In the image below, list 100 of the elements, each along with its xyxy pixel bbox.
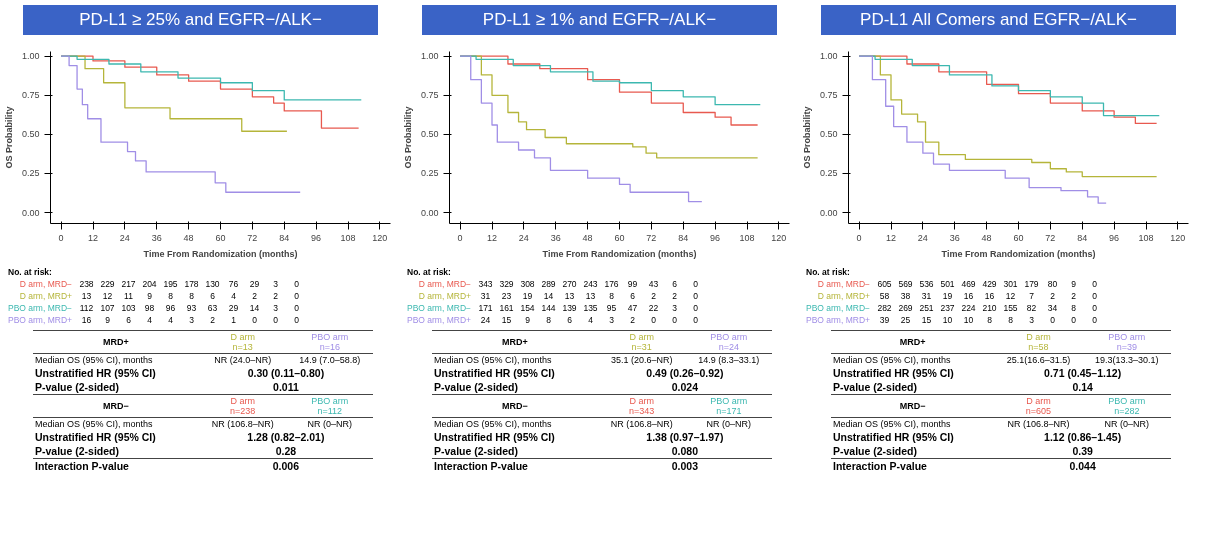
x-tick-label: 108 — [739, 232, 755, 243]
text: PBO arm n=24 — [685, 330, 772, 354]
text: 112 107 103 98 96 93 63 29 14 3 0 — [79, 303, 299, 313]
x-tick-label: 60 — [614, 232, 625, 243]
chart-title: PD-L1 ≥ 1% and EGFR−/ALK− — [422, 5, 777, 35]
x-tick-label: 12 — [87, 232, 99, 243]
text: PBO arm n=112 — [286, 394, 373, 418]
x-tick-label: 36 — [151, 232, 162, 243]
text: D arm n=13 — [198, 330, 287, 354]
text: MRD+ — [831, 330, 995, 354]
text: 0.080 — [670, 444, 700, 459]
x-tick-label: 96 — [311, 232, 322, 243]
text: MRD+ — [432, 330, 598, 354]
text: P-value (2-sided) — [34, 380, 121, 395]
text: PBO arm, MRD+ — [805, 314, 871, 326]
text: 0.14 — [1071, 380, 1094, 395]
x-tick-label: 120 — [372, 232, 388, 243]
y-tick-label: 0.00 — [819, 207, 838, 218]
y-tick-label: 1.00 — [420, 51, 439, 62]
x-axis-title: Time From Randomization (months) — [542, 248, 697, 259]
text: No. at risk: — [805, 266, 851, 278]
text: 1.12 (0.86–1.45) — [1043, 430, 1123, 444]
x-tick-label: 48 — [981, 232, 992, 243]
text: NR (106.8–NR) — [609, 418, 674, 430]
text: P-value (2-sided) — [433, 444, 520, 459]
y-tick-label: 0.50 — [420, 129, 439, 140]
text: 16 9 6 4 4 3 2 1 0 0 0 — [81, 315, 299, 325]
text: 282 269 251 237 224 210 155 82 34 8 0 — [877, 303, 1097, 313]
x-tick-label: 24 — [917, 232, 928, 243]
chart-title: PD-L1 ≥ 25% and EGFR−/ALK− — [23, 5, 378, 35]
x-axis-title: Time From Randomization (months) — [941, 248, 1096, 259]
text: D arm, MRD+ — [816, 290, 871, 302]
x-tick-label: 72 — [646, 232, 657, 243]
text: D arm, MRD− — [417, 278, 472, 290]
y-tick-label: 1.00 — [21, 51, 40, 62]
y-axis-title: OS Probability — [3, 106, 14, 169]
text: 35.1 (20.6–NR) — [609, 354, 674, 366]
text: PBO arm n=171 — [685, 394, 772, 418]
x-tick-label: 48 — [582, 232, 593, 243]
text: 0.003 — [597, 458, 772, 473]
text: 31 23 19 14 13 13 8 6 2 2 0 — [480, 291, 698, 301]
text: D arm, MRD− — [18, 278, 73, 290]
text: MRD+ — [33, 330, 199, 354]
x-tick-label: 36 — [949, 232, 960, 243]
x-tick-label: 0 — [856, 232, 862, 243]
text: Unstratified HR (95% CI) — [34, 430, 157, 444]
y-tick-label: 0.00 — [420, 207, 439, 218]
text: PBO arm, MRD+ — [406, 314, 472, 326]
text: 238 229 217 204 195 178 130 76 29 3 0 — [79, 279, 299, 289]
text: PBO arm n=16 — [286, 330, 373, 354]
text: Interaction P-value — [432, 458, 598, 473]
x-tick-label: 0 — [58, 232, 64, 243]
text: MRD− — [33, 394, 199, 418]
x-tick-label: 48 — [183, 232, 194, 243]
y-axis-title: OS Probability — [402, 106, 413, 169]
y-tick-label: 1.00 — [819, 51, 838, 62]
text: 58 38 31 19 16 16 12 7 2 2 0 — [879, 291, 1097, 301]
y-tick-label: 0.75 — [819, 90, 838, 101]
x-tick-label: 108 — [1138, 232, 1154, 243]
x-tick-label: 36 — [550, 232, 561, 243]
text: 0.044 — [994, 458, 1171, 473]
text: 171 161 154 144 139 135 95 47 22 3 0 — [478, 303, 698, 313]
text: 19.3(13.3–30.1) — [1094, 354, 1160, 366]
text: 14.9 (8.3–33.1) — [697, 354, 761, 366]
chart-title: PD-L1 All Comers and EGFR−/ALK− — [821, 5, 1176, 35]
text: Unstratified HR (95% CI) — [832, 430, 955, 444]
x-tick-label: 24 — [518, 232, 529, 243]
text: 13 12 11 9 8 8 6 4 2 2 0 — [81, 291, 299, 301]
text: No. at risk: — [406, 266, 452, 278]
text: Median OS (95% CI), months — [832, 418, 952, 430]
x-tick-label: 96 — [1109, 232, 1120, 243]
x-axis-title: Time From Randomization (months) — [143, 248, 298, 259]
text: PBO arm, MRD− — [805, 302, 871, 314]
text: NR (0–NR) — [705, 418, 753, 430]
text: 0.011 — [272, 380, 300, 395]
y-tick-label: 0.75 — [21, 90, 40, 101]
text: P-value (2-sided) — [832, 444, 919, 459]
text: 1.38 (0.97–1.97) — [645, 430, 725, 444]
x-tick-label: 0 — [457, 232, 463, 243]
x-tick-label: 72 — [247, 232, 258, 243]
text: D arm, MRD+ — [18, 290, 73, 302]
text: Median OS (95% CI), months — [34, 354, 154, 366]
text: D arm n=58 — [994, 330, 1083, 354]
text: NR (0–NR) — [306, 418, 354, 430]
text: 0.28 — [274, 444, 298, 459]
x-tick-label: 120 — [1170, 232, 1186, 243]
text: D arm, MRD+ — [417, 290, 472, 302]
text: PBO arm n=39 — [1082, 330, 1171, 354]
text: 1.28 (0.82–2.01) — [246, 430, 326, 444]
y-tick-label: 0.50 — [21, 129, 40, 140]
text: Unstratified HR (95% CI) — [832, 366, 955, 380]
text: Interaction P-value — [831, 458, 995, 473]
text: PBO arm, MRD+ — [7, 314, 73, 326]
text: 0.71 (0.45–1.12) — [1043, 366, 1123, 380]
y-tick-label: 0.00 — [21, 207, 40, 218]
text: NR (106.8–NR) — [210, 418, 275, 430]
x-tick-label: 84 — [279, 232, 290, 243]
text: Median OS (95% CI), months — [433, 354, 553, 366]
text: Unstratified HR (95% CI) — [34, 366, 157, 380]
text: No. at risk: — [7, 266, 53, 278]
